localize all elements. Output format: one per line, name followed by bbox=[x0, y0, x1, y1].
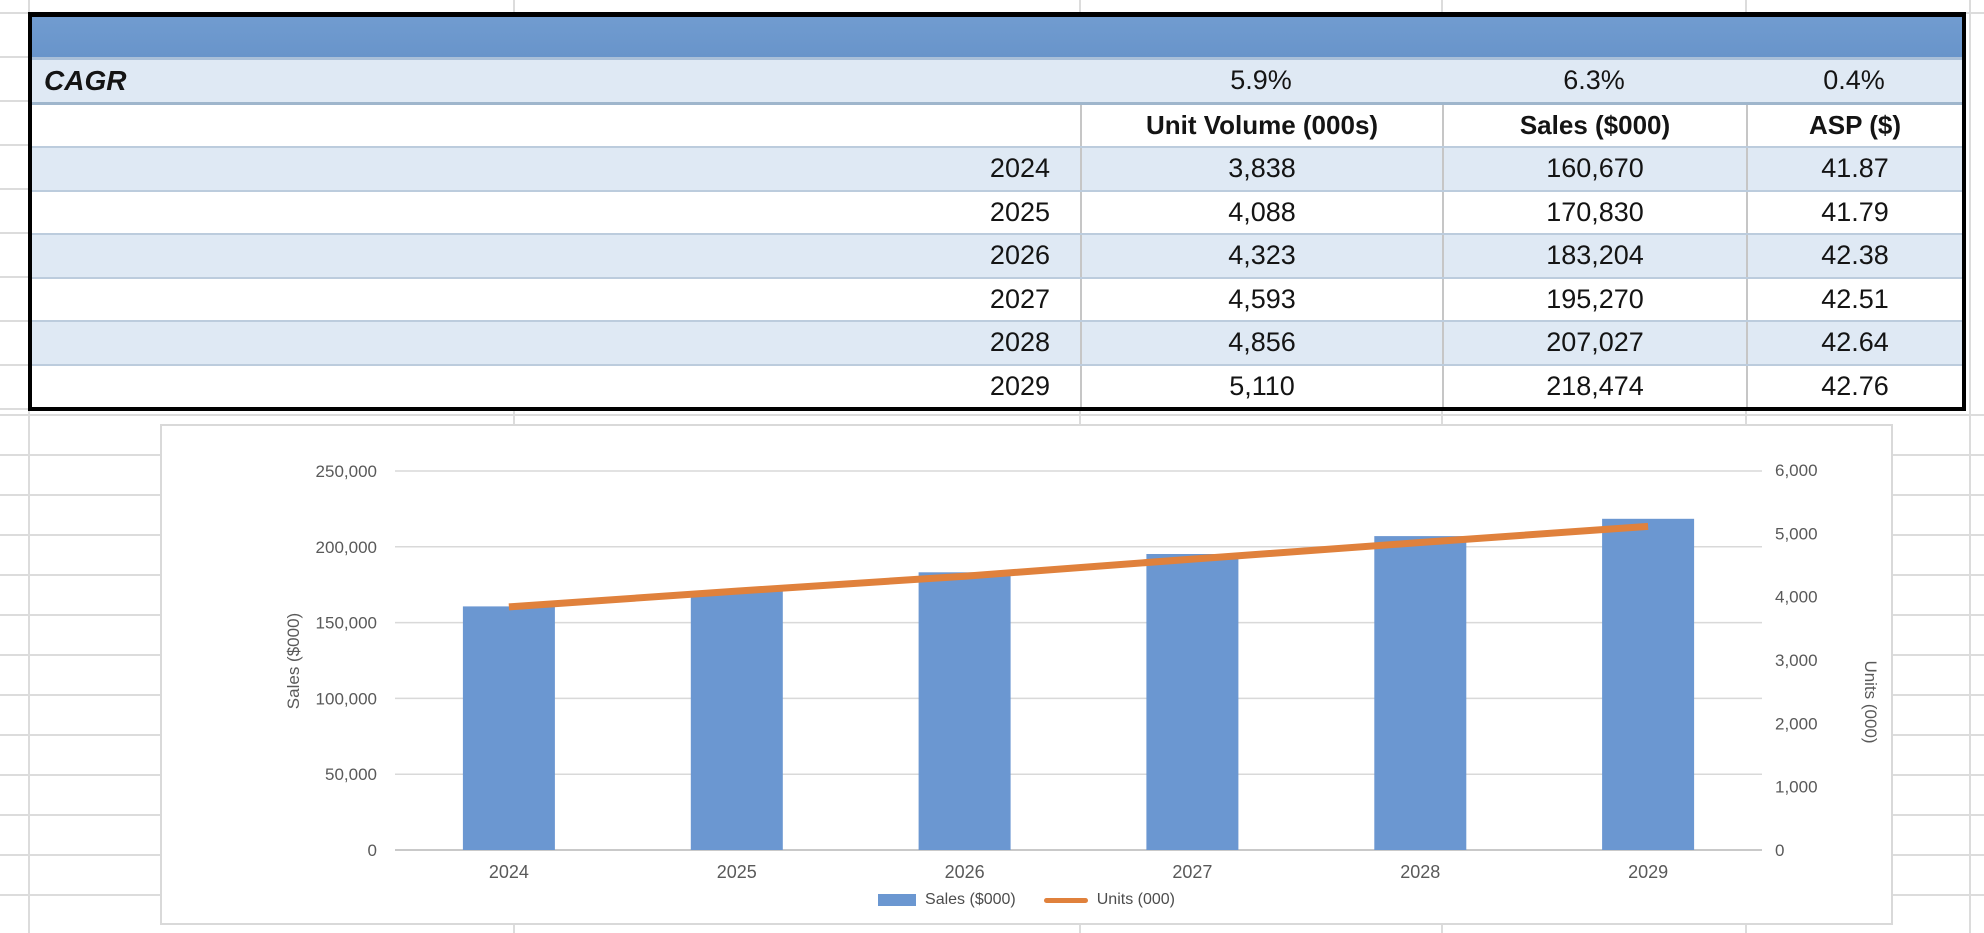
table-title-bar[interactable] bbox=[32, 17, 1962, 60]
cell-asp[interactable]: 42.76 bbox=[1746, 365, 1962, 407]
table-row-2028: 2028 4,856 207,027 42.64 bbox=[32, 322, 1962, 366]
cell-unit-volume[interactable]: 4,593 bbox=[1080, 278, 1442, 320]
table-title-text bbox=[32, 17, 1962, 57]
bar-2026[interactable] bbox=[918, 572, 1011, 850]
cell-unit-volume[interactable]: 5,110 bbox=[1080, 365, 1442, 407]
cell-year[interactable]: 2029 bbox=[989, 370, 1050, 401]
sheet-gridline-vertical bbox=[1969, 0, 1971, 933]
cell-sales[interactable]: 207,027 bbox=[1442, 322, 1746, 364]
chart-plot: 0 50,000 100,000 150,000 200,000 250,000 0 1,00… bbox=[284, 461, 1880, 882]
bar-2027[interactable] bbox=[1146, 554, 1239, 850]
cell-year[interactable]: 2027 bbox=[989, 283, 1050, 314]
cell-asp[interactable]: 42.51 bbox=[1746, 278, 1962, 320]
right-axis-tick: 2,000 bbox=[1775, 714, 1818, 733]
cell-asp[interactable]: 41.79 bbox=[1746, 191, 1962, 233]
cell-year[interactable]: 2025 bbox=[989, 196, 1050, 227]
sales-units-chart[interactable]: 0 50,000 100,000 150,000 200,000 250,000 0 1,00… bbox=[160, 424, 1893, 925]
cell-sales[interactable]: 218,474 bbox=[1442, 365, 1746, 407]
legend-units-label: Units (000) bbox=[1096, 891, 1175, 908]
cagr-label[interactable]: CAGR bbox=[44, 64, 127, 96]
table-row-2026: 2026 4,323 183,204 42.38 bbox=[32, 235, 1962, 279]
left-axis-tick: 200,000 bbox=[316, 538, 377, 557]
right-axis-tick: 3,000 bbox=[1775, 651, 1818, 670]
legend-entry-units[interactable]: Units (000) bbox=[1043, 891, 1175, 909]
right-axis-tick: 5,000 bbox=[1775, 524, 1818, 543]
right-axis-tick: 0 bbox=[1775, 841, 1784, 860]
right-axis-title: Units (000) bbox=[1861, 660, 1880, 743]
cell-asp[interactable]: 41.87 bbox=[1746, 148, 1962, 190]
cagr-sales[interactable]: 6.3% bbox=[1563, 65, 1625, 96]
forecast-table: CAGR 5.9% 6.3% 0.4% Unit Volume (000s) S… bbox=[28, 12, 1966, 411]
legend-sales-label: Sales ($000) bbox=[925, 891, 1016, 908]
legend-entry-sales[interactable]: Sales ($000) bbox=[878, 891, 1016, 909]
table-header-row: Unit Volume (000s) Sales ($000) ASP ($) bbox=[32, 104, 1962, 148]
bar-2028[interactable] bbox=[1374, 536, 1467, 850]
cell-unit-volume[interactable]: 4,088 bbox=[1080, 191, 1442, 233]
bar-2024[interactable] bbox=[462, 606, 555, 850]
header-unit-volume[interactable]: Unit Volume (000s) bbox=[1080, 104, 1442, 146]
right-axis-tick: 6,000 bbox=[1775, 461, 1818, 480]
cell-asp[interactable]: 42.64 bbox=[1746, 322, 1962, 364]
table-row-2029: 2029 5,110 218,474 42.76 bbox=[32, 365, 1962, 407]
cell-unit-volume[interactable]: 4,323 bbox=[1080, 235, 1442, 277]
left-axis-tick: 50,000 bbox=[325, 765, 377, 784]
chart-legend: Sales ($000) Units (000) bbox=[162, 891, 1891, 909]
table-row-2025: 2025 4,088 170,830 41.79 bbox=[32, 191, 1962, 235]
cell-year[interactable]: 2024 bbox=[989, 153, 1050, 184]
left-axis-tick: 100,000 bbox=[316, 689, 377, 708]
cell-sales[interactable]: 160,670 bbox=[1442, 148, 1746, 190]
header-sales[interactable]: Sales ($000) bbox=[1442, 104, 1746, 146]
x-axis-label: 2027 bbox=[1172, 862, 1212, 882]
cell-unit-volume[interactable]: 3,838 bbox=[1080, 148, 1442, 190]
right-axis-tick: 4,000 bbox=[1775, 588, 1818, 607]
units-legend-swatch bbox=[1043, 897, 1088, 903]
right-axis-tick: 1,000 bbox=[1775, 778, 1818, 797]
left-axis-tick: 150,000 bbox=[316, 614, 377, 633]
table-row-2027: 2027 4,593 195,270 42.51 bbox=[32, 278, 1962, 322]
left-axis-tick: 0 bbox=[368, 841, 377, 860]
x-axis-label: 2028 bbox=[1400, 862, 1440, 882]
cell-sales[interactable]: 183,204 bbox=[1442, 235, 1746, 277]
bar-2025[interactable] bbox=[690, 591, 783, 850]
x-axis-label: 2024 bbox=[489, 862, 529, 882]
cagr-row: CAGR 5.9% 6.3% 0.4% bbox=[32, 60, 1962, 105]
cell-year[interactable]: 2028 bbox=[989, 327, 1050, 358]
cell-sales[interactable]: 170,830 bbox=[1442, 191, 1746, 233]
header-blank[interactable] bbox=[32, 105, 1080, 147]
header-asp[interactable]: ASP ($) bbox=[1746, 104, 1962, 146]
sheet-gridlines-left-rows bbox=[0, 14, 28, 410]
x-axis-label: 2026 bbox=[945, 862, 985, 882]
sales-legend-swatch bbox=[878, 894, 917, 906]
sheet-gridline-vertical bbox=[28, 0, 30, 933]
cagr-unit-volume[interactable]: 5.9% bbox=[1230, 65, 1292, 96]
units-line-series[interactable] bbox=[508, 522, 1649, 611]
x-axis-label: 2025 bbox=[717, 862, 757, 882]
cell-sales[interactable]: 195,270 bbox=[1442, 278, 1746, 320]
x-axis-label: 2029 bbox=[1628, 862, 1668, 882]
cagr-asp[interactable]: 0.4% bbox=[1823, 65, 1885, 96]
cell-unit-volume[interactable]: 4,856 bbox=[1080, 322, 1442, 364]
left-axis-tick: 250,000 bbox=[316, 462, 377, 481]
cell-asp[interactable]: 42.38 bbox=[1746, 235, 1962, 277]
left-axis-title: Sales ($000) bbox=[284, 613, 303, 709]
bar-2029[interactable] bbox=[1602, 518, 1695, 850]
table-row-2024: 2024 3,838 160,670 41.87 bbox=[32, 148, 1962, 192]
cell-year[interactable]: 2026 bbox=[989, 240, 1050, 271]
